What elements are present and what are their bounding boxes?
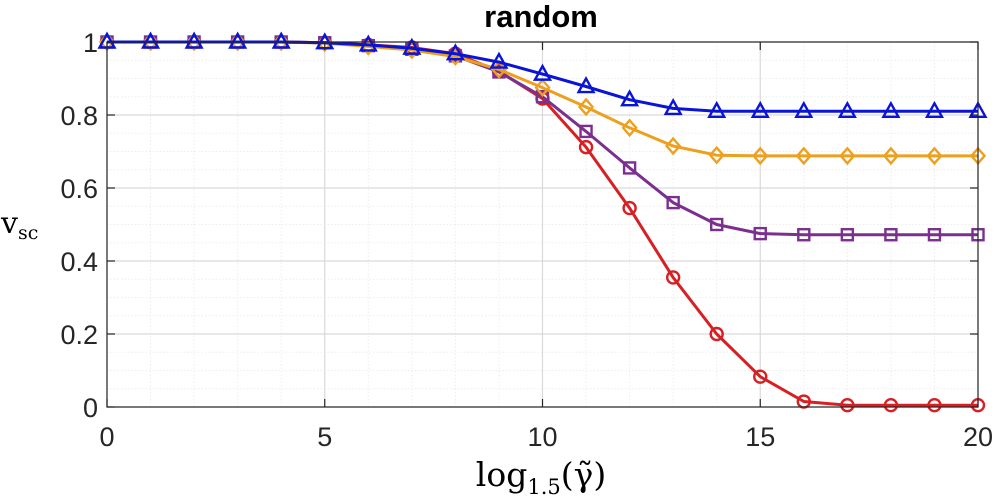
y-tick-label: 0.4 xyxy=(60,247,98,277)
data-point-diamond xyxy=(665,136,682,156)
data-point-circle xyxy=(622,200,637,216)
data-point-circle xyxy=(883,397,899,413)
x-tick-label: 20 xyxy=(963,422,993,452)
data-point-square xyxy=(579,124,593,139)
data-point-square xyxy=(927,228,942,242)
data-point-square xyxy=(710,217,724,232)
x-axis-label-sub: 1.5 xyxy=(527,475,560,498)
data-point-square xyxy=(797,228,811,242)
data-point-diamond xyxy=(926,146,943,166)
data-point-triangle xyxy=(184,31,204,49)
data-point-square xyxy=(622,161,637,175)
data-point-triangle xyxy=(837,100,857,119)
data-point-triangle xyxy=(794,100,814,119)
data-point-circle xyxy=(578,139,594,155)
y-axis-label: vsc xyxy=(0,206,38,244)
y-tick-label: 0.8 xyxy=(60,101,98,131)
y-tick-label: 0 xyxy=(83,393,98,423)
data-point-triangle xyxy=(881,100,901,119)
data-point-triangle xyxy=(445,43,465,61)
y-tick-labels: 0 0.2 0.4 0.6 0.8 1 xyxy=(60,28,98,423)
data-point-circle xyxy=(665,270,681,285)
data-point-triangle xyxy=(707,100,727,119)
data-point-triangle xyxy=(620,89,640,107)
x-axis-label: log1.5(γ̃) xyxy=(476,455,606,498)
data-point-circle xyxy=(709,326,724,342)
data-point-triangle xyxy=(489,51,509,69)
data-point-diamond xyxy=(839,146,856,166)
data-point-diamond xyxy=(882,146,899,166)
data-point-square xyxy=(884,228,898,242)
x-tick-label: 15 xyxy=(745,422,775,452)
tick-marks xyxy=(106,41,979,408)
data-point-triangle xyxy=(663,97,683,116)
x-axis-label-main: log xyxy=(476,455,528,494)
data-point-square xyxy=(535,90,550,104)
y-tick-label: 1 xyxy=(83,28,98,58)
data-point-diamond xyxy=(534,78,551,97)
data-point-triangle xyxy=(532,63,553,81)
data-point-triangle xyxy=(924,100,944,119)
y-axis-label-sub: sc xyxy=(18,222,38,244)
data-point-triangle xyxy=(576,76,596,94)
chart-title: random xyxy=(484,0,598,34)
data-point-diamond xyxy=(708,145,725,165)
data-point-triangle xyxy=(141,31,161,49)
data-point-triangle xyxy=(271,31,291,49)
x-tick-labels: 0 5 10 15 20 xyxy=(99,422,993,452)
x-axis-label-arg: (γ̃) xyxy=(561,455,606,494)
data-point-triangle xyxy=(402,37,422,55)
data-point-circle xyxy=(927,397,942,413)
data-point-circle xyxy=(840,397,855,413)
data-point-diamond xyxy=(795,146,812,166)
data-point-triangle xyxy=(750,100,770,119)
data-point-triangle xyxy=(228,31,248,49)
x-tick-label: 10 xyxy=(527,422,557,452)
y-tick-label: 0.6 xyxy=(60,174,98,204)
x-tick-label: 5 xyxy=(317,422,332,452)
y-axis-label-main: v xyxy=(0,206,18,241)
data-point-triangle xyxy=(358,34,378,52)
y-tick-label: 0.2 xyxy=(60,320,98,350)
data-point-square xyxy=(840,228,855,242)
data-point-diamond xyxy=(621,118,638,138)
data-point-circle xyxy=(753,369,768,384)
data-point-square xyxy=(666,195,680,210)
data-point-diamond xyxy=(752,146,769,166)
data-point-square xyxy=(753,226,767,241)
data-point-diamond xyxy=(577,97,595,117)
x-tick-label: 0 xyxy=(99,422,114,452)
